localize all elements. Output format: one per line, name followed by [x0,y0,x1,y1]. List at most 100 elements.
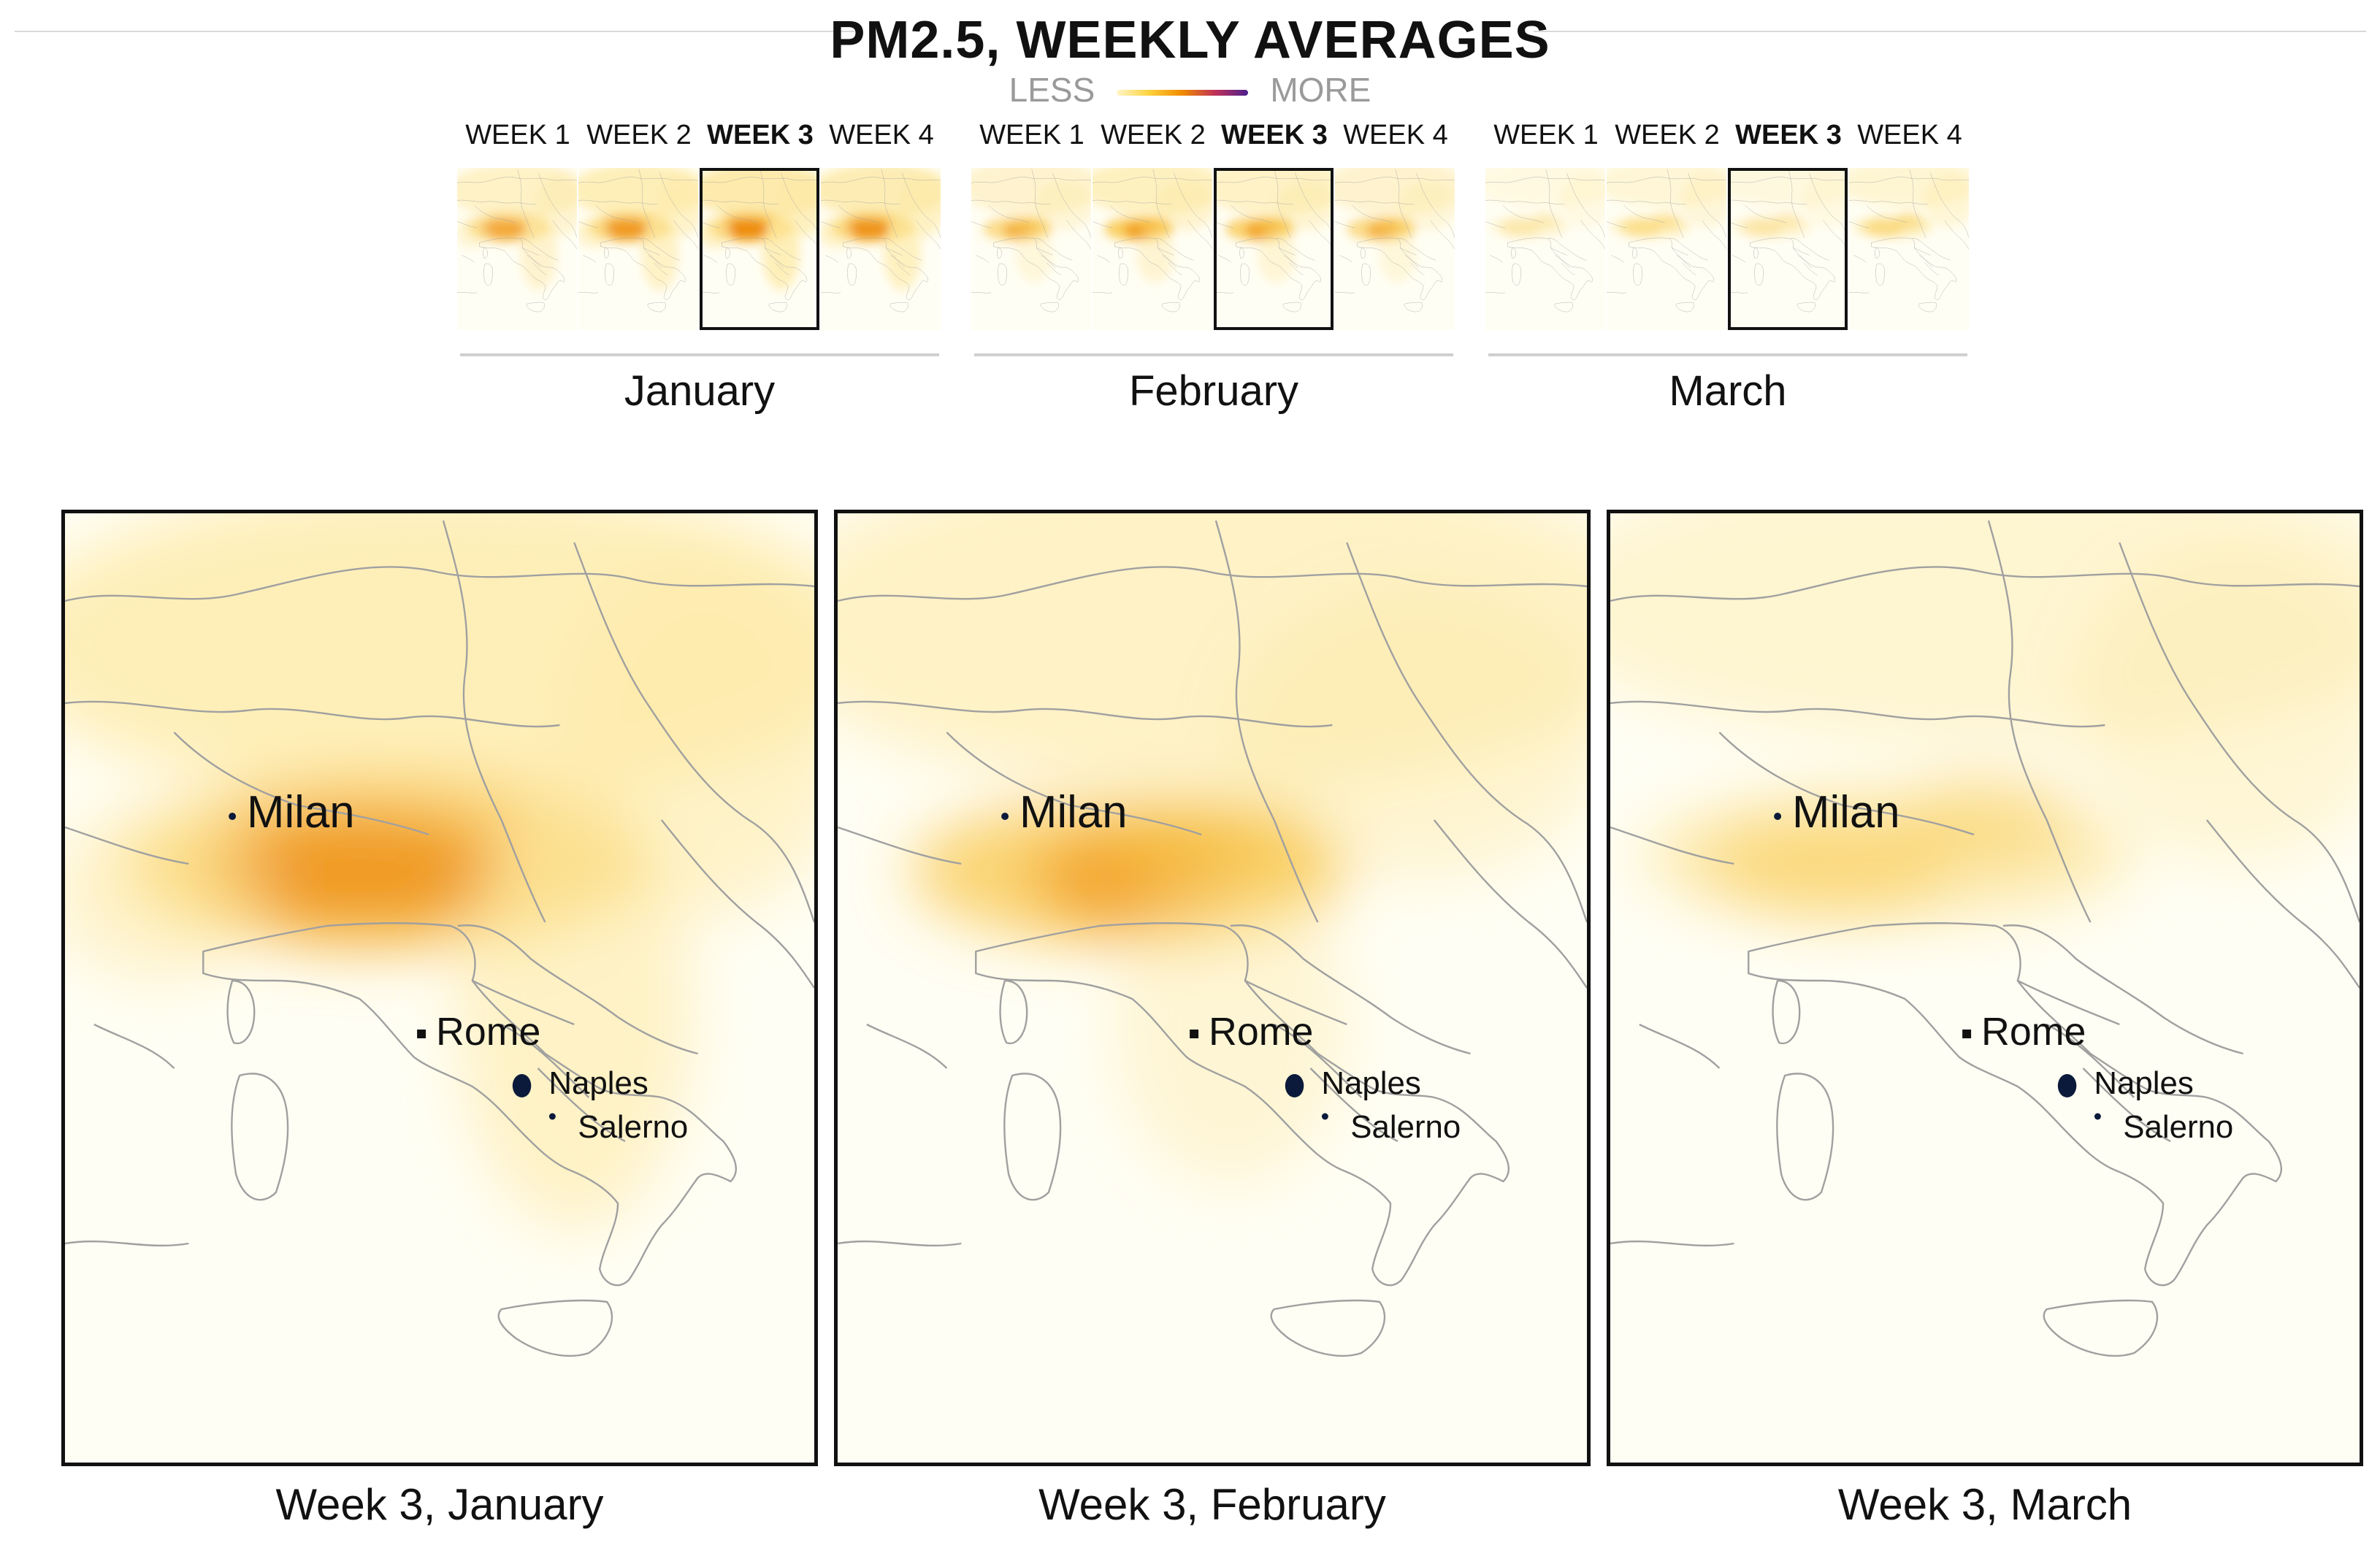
border-line [1276,238,1315,268]
map-thumbnail[interactable] [971,168,1091,330]
border-line [578,199,658,205]
haze-region [2075,543,2360,864]
border-line [1944,220,1969,250]
week-label-selected[interactable]: WEEK 3 [1735,120,1842,150]
border-line [1930,172,1969,238]
haze-region [1500,219,1540,237]
week-label[interactable]: WEEK 4 [1857,120,1962,150]
border-line [1823,220,1848,250]
border-line [65,700,560,728]
coastline [1632,248,1637,259]
coastline [725,248,730,259]
border-line [1339,255,1353,263]
map-thumbnail-selected[interactable] [1214,168,1334,330]
map-thumbnail[interactable] [1093,168,1212,330]
coastline [1776,1073,1834,1201]
map-thumbnail[interactable] [1335,168,1455,330]
border-line [1352,205,1393,223]
city-marker-salerno [2094,1113,2101,1120]
border-line [1611,255,1625,263]
week-label-selected[interactable]: WEEK 3 [707,120,814,150]
week-label[interactable]: WEEK 2 [1615,120,1720,150]
border-line [1093,177,1212,183]
week-label[interactable]: WEEK 2 [586,120,692,150]
coastline [1772,979,1801,1045]
map-thumbnail[interactable] [578,168,698,330]
border-line [1728,199,1807,205]
haze-region [1895,212,1924,228]
border-line [457,177,577,183]
border-line [825,255,839,263]
coastline [1875,263,1885,285]
week-label[interactable]: WEEK 1 [979,120,1084,150]
border-line [1174,172,1212,238]
border-line [700,292,720,294]
border-line [1214,292,1234,294]
border-line [1790,238,1829,268]
map-thumbnail[interactable] [1849,168,1969,330]
haze-region [1901,776,2076,864]
map-thumbnail[interactable] [1607,168,1726,330]
coastline [1754,263,1764,285]
border-line [971,177,1091,183]
border-line [1433,819,1587,989]
border-line [700,221,720,229]
haze-region [1621,219,1661,237]
title-rule-right [1534,31,2366,32]
border-line [971,292,992,294]
border-line [1485,221,1506,229]
map-thumbnail[interactable] [457,168,577,330]
week-label[interactable]: WEEK 1 [465,120,570,150]
border-line [1728,292,1748,294]
border-line [1485,292,1506,294]
haze-region [1114,864,1347,1185]
border-line [1033,238,1073,268]
map-thumbnail-selected[interactable] [700,168,819,330]
map-thumbnail-selected[interactable] [1728,168,1848,330]
border-line [538,172,577,238]
coastline [1629,237,1715,300]
border-line [1274,169,1291,238]
border-line [1911,238,1951,268]
border-line [1866,205,1908,223]
city-marker-milan [1774,813,1782,820]
border-line [1745,205,1786,223]
week-label[interactable]: WEEK 2 [1101,120,1206,150]
border-line [1545,169,1563,238]
city-marker-rome [1190,1030,1199,1038]
border-line [519,238,559,268]
haze-region [1923,172,1969,228]
border-line [1803,262,1818,276]
border-line [1853,255,1867,263]
border-line [660,819,814,989]
map-panel-march: Milan Rome Naples Salerno [1607,510,2363,1466]
border-line [1295,172,1334,238]
map-thumbnail[interactable] [1485,168,1605,330]
week-label-selected[interactable]: WEEK 3 [1221,120,1328,150]
month-group-february: WEEK 1 WEEK 2 WEEK 3 WEEK 4 February [971,117,1456,415]
haze-region [1155,180,1212,231]
city-marker-rome [417,1030,426,1038]
pm25-map [1849,168,1969,330]
border-line [1623,205,1665,223]
border-line [1046,262,1061,276]
week-label[interactable]: WEEK 4 [1343,120,1448,150]
coastline [497,1299,613,1357]
border-line [775,262,789,276]
border-line [638,169,656,238]
map-thumbnail[interactable] [821,168,941,330]
haze-region [65,805,269,981]
border-line [1849,292,1870,294]
map-panel-january: Milan Rome Naples Salerno [61,510,818,1466]
week-label[interactable]: WEEK 4 [829,120,934,150]
border-line [1187,220,1212,250]
week-label[interactable]: WEEK 1 [1493,120,1599,150]
border-line [1214,199,1293,205]
border-line [1924,262,1939,276]
haze-region [1531,212,1560,228]
haze-region [1680,172,1726,228]
border-line [1335,292,1355,294]
coastline [1119,263,1128,285]
border-line [578,221,599,229]
